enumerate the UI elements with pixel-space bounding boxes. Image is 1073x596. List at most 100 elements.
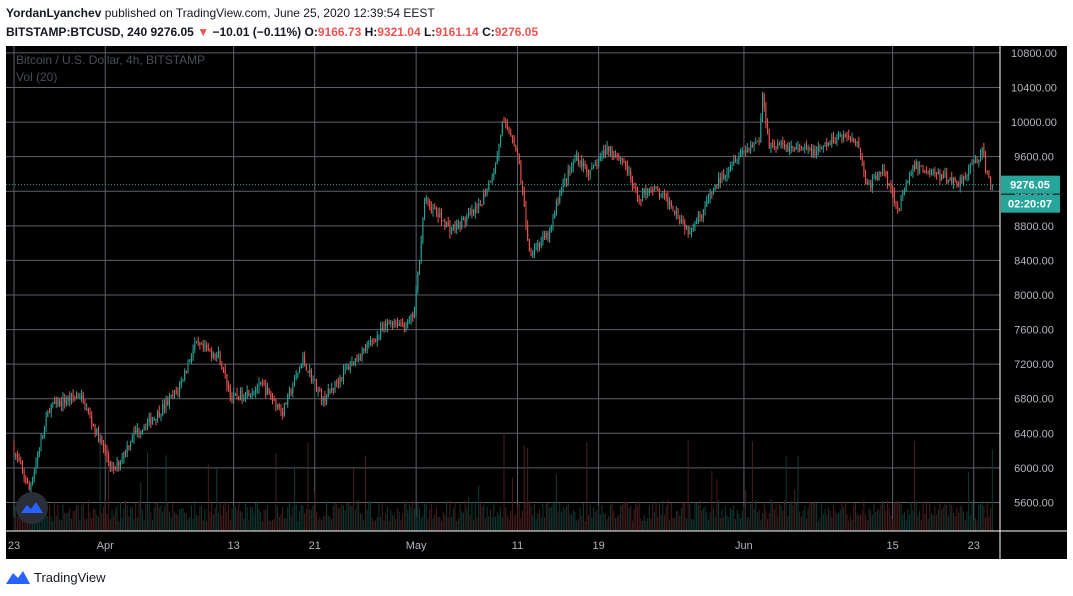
volume-bar — [550, 506, 552, 531]
price-change: −10.01 (−0.11%) — [212, 25, 302, 39]
volume-bar — [567, 503, 569, 531]
candle-body — [466, 216, 468, 223]
candle-body — [734, 159, 736, 161]
volume-bar — [204, 509, 206, 531]
candle-body — [905, 183, 907, 192]
close-label: C: — [482, 25, 495, 39]
tradingview-logo-icon[interactable] — [6, 570, 30, 584]
candle-body — [979, 154, 981, 160]
volume-bar — [400, 520, 402, 531]
candle-body — [25, 477, 27, 483]
candle-body — [476, 206, 478, 209]
candle-body — [368, 341, 370, 345]
candle-body — [599, 157, 601, 161]
candle-body — [54, 402, 56, 404]
volume-bar — [542, 503, 544, 531]
price-axis[interactable]: 10800.0010400.0010000.009600.009200.0088… — [999, 46, 1057, 559]
volume-bar — [349, 505, 351, 531]
volume-bar — [909, 514, 911, 531]
candle-body — [206, 344, 208, 350]
volume-bar — [633, 508, 635, 531]
candle-body — [655, 186, 657, 189]
candle-body — [768, 133, 770, 149]
volume-bar — [603, 513, 605, 531]
volume-bar — [473, 519, 475, 531]
candle-body — [616, 154, 618, 158]
volume-bar — [643, 514, 645, 531]
volume-bar — [488, 516, 490, 531]
volume-bar — [364, 456, 366, 531]
tradingview-logo-icon[interactable] — [16, 492, 48, 524]
candle-body — [633, 187, 635, 189]
volume-bar — [734, 518, 736, 531]
volume-bar — [233, 505, 235, 531]
candle-body — [451, 230, 453, 233]
candle-body — [331, 387, 333, 391]
volume-bar — [368, 501, 370, 531]
candle-body — [645, 189, 647, 196]
volume-bar — [393, 514, 395, 531]
candle-body — [692, 227, 694, 230]
volume-bar — [439, 516, 441, 531]
volume-bar — [108, 448, 110, 531]
time-axis[interactable]: 23 Apr 13 21 May 11 19 Jun 15 23 — [6, 530, 1067, 552]
chart-pane[interactable]: 10800.0010400.0010000.009600.009200.0088… — [6, 46, 1067, 559]
volume-bar — [358, 500, 360, 531]
candlestick-chart[interactable]: 10800.0010400.0010000.009600.009200.0088… — [6, 46, 1067, 559]
footer-brand[interactable]: TradingView — [34, 569, 106, 585]
volume-bar — [126, 505, 128, 531]
volume-bar — [868, 508, 870, 531]
volume-bar — [255, 502, 257, 531]
candle-body — [229, 387, 231, 397]
candle-body — [843, 135, 845, 141]
volume-bar — [353, 468, 355, 531]
candle-body — [567, 169, 569, 181]
candle-body — [495, 163, 497, 173]
candle-body — [226, 374, 228, 386]
volume-bar — [50, 516, 52, 531]
candle-body — [275, 400, 277, 408]
volume-bar — [914, 440, 916, 531]
volume-bar — [817, 520, 819, 531]
candle-body — [278, 404, 280, 408]
candle-body — [349, 366, 351, 370]
candle-body — [647, 193, 649, 196]
candle-body — [555, 201, 557, 213]
candle-body — [162, 404, 164, 415]
volume-bar — [636, 506, 638, 531]
candle-body — [143, 427, 145, 430]
candle-body — [207, 349, 209, 351]
volume-bar — [442, 512, 444, 531]
y-tick-label: 7200.00 — [1014, 359, 1054, 371]
candle-body — [675, 210, 677, 214]
volume-bar — [111, 509, 113, 531]
candle-body — [283, 403, 285, 416]
volume-bar — [211, 503, 213, 531]
volume-bar — [726, 515, 728, 531]
volume-bar — [572, 510, 574, 531]
candle-body — [959, 177, 961, 187]
author-name[interactable]: YordanLyanchev — [6, 6, 102, 20]
volume-bar — [84, 519, 86, 531]
volume-bar — [871, 514, 873, 531]
candle-body — [197, 341, 199, 343]
volume-bar — [856, 513, 858, 531]
volume-bar — [554, 503, 556, 531]
candle-body — [86, 408, 88, 410]
volume-bar — [552, 504, 554, 531]
candle-body — [964, 175, 966, 177]
volume-bar — [375, 520, 377, 531]
volume-bar — [444, 514, 446, 531]
candle-body — [767, 124, 769, 134]
candle-body — [638, 199, 640, 201]
volume-bar — [251, 506, 253, 531]
x-tick-label: 23 — [8, 540, 20, 552]
candle-body — [726, 172, 728, 177]
volume-bar — [804, 505, 806, 531]
candle-body — [740, 153, 742, 157]
candle-body — [221, 365, 223, 369]
volume-bar — [927, 519, 929, 531]
volume-bar — [165, 455, 167, 531]
volume-bar — [327, 515, 329, 531]
volume-bar — [760, 520, 762, 531]
